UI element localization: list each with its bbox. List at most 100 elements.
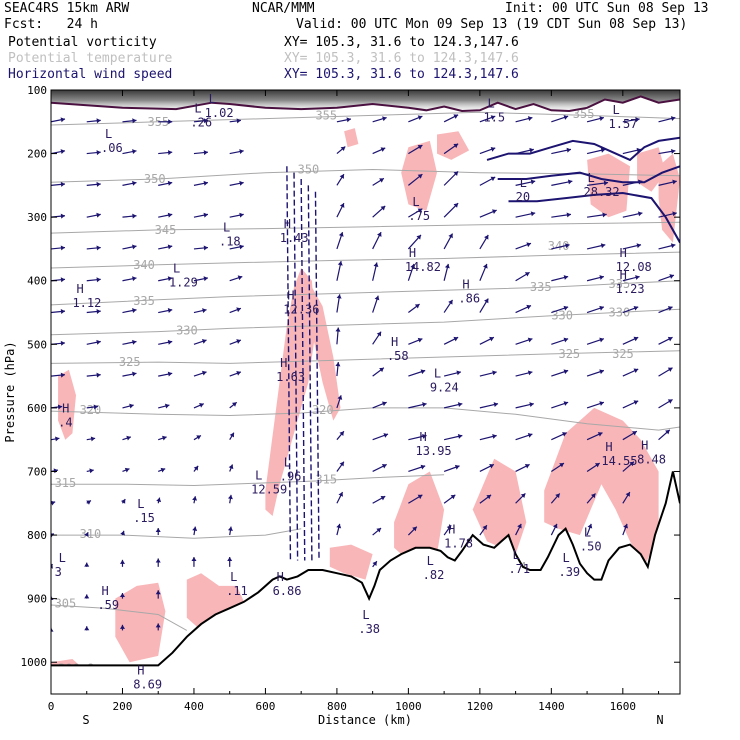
extremum-type: L	[105, 127, 112, 141]
theta-contour	[51, 308, 680, 336]
wind-vector	[551, 432, 567, 441]
wind-vector	[443, 114, 459, 123]
wind-vector	[658, 179, 677, 186]
terrain-line	[51, 471, 680, 667]
wind-vector	[622, 179, 643, 186]
wind-vector	[86, 245, 101, 251]
north-end-label: N	[656, 713, 663, 727]
pv-region	[186, 573, 244, 631]
wind-vector	[372, 495, 386, 504]
y-tick-label: 900	[27, 593, 47, 606]
wind-vector	[122, 339, 137, 345]
wind-vector	[51, 436, 60, 442]
wind-vector	[408, 464, 426, 473]
extremum-type: L	[412, 195, 419, 209]
extremum-value: .50	[580, 540, 602, 554]
wind-vector	[586, 212, 607, 218]
wind-vector	[229, 339, 242, 345]
jet-contour	[508, 191, 680, 244]
wind-vector	[229, 275, 243, 282]
wind-vector	[658, 306, 673, 314]
extremum-type: L	[584, 526, 591, 540]
pv-extremum: H.4	[58, 402, 72, 430]
wind-vector	[227, 526, 233, 536]
wind-vector	[84, 594, 90, 599]
wind-vector	[408, 115, 423, 123]
wind-vector	[515, 179, 536, 186]
wind-vector	[122, 213, 137, 219]
pv-extremum: H1.43	[280, 217, 309, 245]
wind-vector	[408, 402, 427, 409]
extremum-type: L	[562, 551, 569, 565]
wind-vector	[408, 369, 426, 377]
stratosphere-shade	[51, 90, 680, 111]
theta-label: 330	[176, 323, 198, 337]
wind-vector	[229, 307, 242, 314]
wind-vector	[372, 401, 387, 409]
pv-extremum: H13.95	[416, 430, 452, 458]
extremum-type: L	[209, 92, 216, 106]
extremum-value: 8.48	[637, 452, 666, 466]
wind-vector	[229, 180, 244, 186]
wind-vector	[551, 179, 573, 186]
wind-vector	[193, 180, 209, 186]
wind-vector	[658, 211, 677, 218]
pv-region	[308, 280, 341, 421]
wind-vector	[622, 336, 639, 345]
extremum-value: .82	[423, 568, 445, 582]
extremum-type: H	[620, 268, 627, 282]
x-tick-label: 600	[255, 700, 275, 713]
wind-vector	[479, 434, 497, 441]
wind-vector	[86, 277, 101, 283]
wind-vector	[551, 401, 569, 409]
y-tick-label: 400	[27, 275, 47, 288]
wind-vector	[658, 398, 673, 409]
pv-region	[344, 128, 359, 148]
wind-vector	[229, 212, 244, 218]
wind-vector	[515, 493, 526, 504]
wind-vector	[51, 181, 66, 187]
tropopause-contour	[51, 95, 680, 113]
wind-vector	[658, 429, 671, 441]
wind-vector	[515, 370, 533, 377]
wind-vector	[407, 234, 422, 250]
wind-vector	[86, 118, 101, 124]
wind-vector	[586, 243, 606, 250]
y-tick-label: 1000	[21, 656, 48, 669]
extremum-type: H	[101, 584, 108, 598]
pv-extremum: L.75	[408, 195, 430, 223]
wind-vector	[158, 371, 173, 377]
wind-vector	[551, 275, 569, 282]
wind-vector	[158, 276, 173, 282]
x-tick-label: 800	[327, 700, 347, 713]
extremum-type: H	[391, 335, 398, 349]
wind-vector	[550, 493, 561, 504]
wind-vector	[86, 372, 101, 378]
x-tick-label: 1200	[467, 700, 494, 713]
field-pv-name: Potential vorticity	[8, 35, 157, 50]
wind-vector	[372, 463, 387, 473]
wind-vector	[193, 245, 209, 251]
wind-vector	[372, 147, 386, 155]
updraft-streak	[286, 166, 292, 561]
wind-vector	[586, 523, 593, 536]
theta-label: 325	[119, 355, 141, 369]
theta-label: 315	[315, 473, 337, 487]
wind-vector	[120, 498, 126, 504]
wind-vector	[158, 212, 173, 218]
wind-vector	[193, 339, 207, 345]
wind-vector	[336, 146, 346, 155]
pv-extremum: L.50	[580, 526, 602, 554]
wind-vector	[122, 435, 132, 441]
wind-vector	[443, 402, 463, 409]
theta-label: 330	[609, 306, 631, 320]
wind-vector	[372, 331, 382, 345]
init-time: Init: 00 UTC Sun 08 Sep 13	[505, 1, 709, 16]
wind-vector	[86, 339, 101, 345]
wind-vector	[193, 370, 207, 377]
extremum-type: L	[223, 220, 230, 234]
wind-vector	[158, 119, 173, 125]
extremum-type: L	[613, 103, 620, 117]
extremum-value: .71	[508, 562, 530, 576]
extremum-value: .11	[226, 584, 248, 598]
